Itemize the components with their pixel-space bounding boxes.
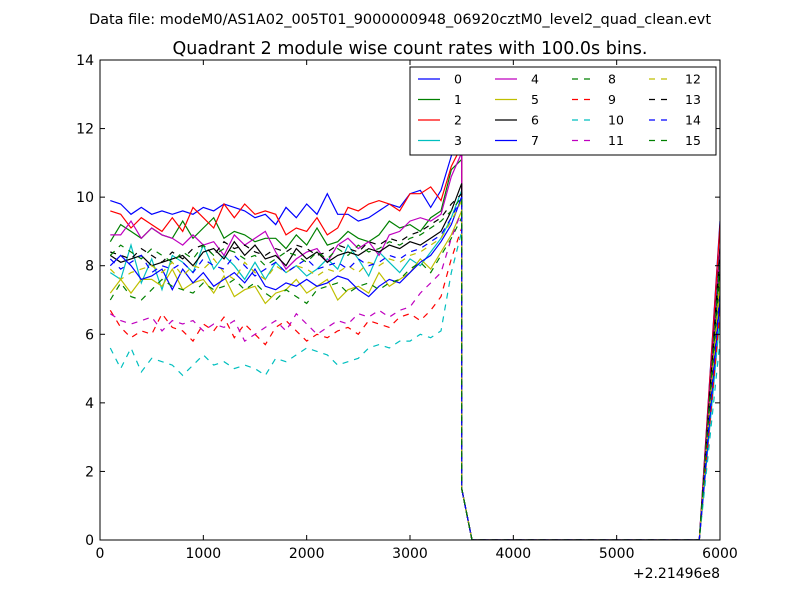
legend-label-6: 6 — [531, 113, 539, 128]
y-tick-label: 2 — [85, 464, 94, 480]
series-line-0 — [110, 124, 720, 540]
x-tick-label: 2000 — [289, 546, 325, 562]
series-line-15 — [109, 195, 720, 540]
series-line-2 — [110, 145, 720, 540]
x-tick-label: 3000 — [392, 546, 428, 562]
y-tick-label: 14 — [76, 53, 94, 69]
legend-label-15: 15 — [685, 133, 701, 148]
series-line-1 — [109, 157, 720, 540]
x-tick-label: 0 — [96, 546, 105, 562]
x-tick-label: 4000 — [496, 546, 532, 562]
legend-label-3: 3 — [454, 133, 462, 148]
legend-label-2: 2 — [454, 113, 462, 128]
legend-label-7: 7 — [531, 133, 539, 148]
series-line-6 — [109, 183, 720, 540]
legend-label-8: 8 — [608, 72, 616, 87]
series-line-4 — [110, 152, 720, 540]
series-layer — [109, 124, 720, 540]
y-tick-label: 10 — [76, 190, 94, 206]
series-line-8 — [109, 217, 720, 540]
x-tick-label: 5000 — [599, 546, 635, 562]
legend-label-1: 1 — [454, 92, 462, 107]
legend-label-5: 5 — [531, 92, 539, 107]
legend-label-0: 0 — [454, 72, 462, 87]
y-tick-label: 0 — [85, 533, 94, 549]
legend-label-4: 4 — [531, 72, 539, 87]
x-offset-label: +2.21496e8 — [633, 566, 720, 582]
legend-label-14: 14 — [685, 113, 701, 128]
series-line-14 — [109, 196, 720, 540]
x-tick-label: 1000 — [186, 546, 222, 562]
series-line-12 — [109, 200, 720, 540]
series-line-11 — [109, 210, 720, 540]
series-line-13 — [110, 192, 720, 540]
y-tick-label: 6 — [85, 327, 94, 343]
y-tick-label: 12 — [76, 122, 94, 138]
legend-label-11: 11 — [608, 133, 624, 148]
chart-suptitle: Data file: modeM0/AS1A02_005T01_90000009… — [89, 12, 711, 28]
legend-label-9: 9 — [608, 92, 616, 107]
series-line-10 — [109, 231, 720, 540]
legend-label-13: 13 — [685, 92, 701, 107]
series-line-9 — [109, 227, 720, 540]
y-tick-label: 8 — [85, 259, 94, 275]
y-tick-label: 4 — [85, 396, 94, 412]
x-tick-label: 6000 — [702, 546, 738, 562]
legend-label-12: 12 — [685, 72, 701, 87]
legend-label-10: 10 — [608, 113, 624, 128]
series-line-7 — [109, 196, 720, 540]
chart-title: Quadrant 2 module wise count rates with … — [173, 39, 648, 59]
